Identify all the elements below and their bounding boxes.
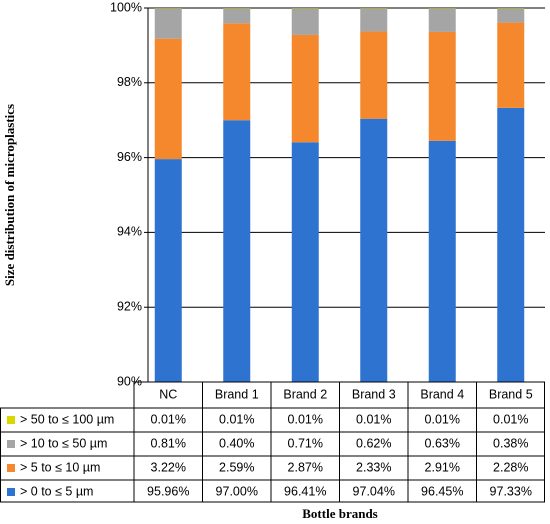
bar-segment (497, 107, 525, 382)
legend-key (7, 440, 15, 448)
legend-label: > 5 to ≤ 10 µm (20, 460, 100, 474)
bar-segment (428, 140, 456, 382)
y-axis-title: Size distribution of microplastics (2, 104, 17, 286)
bar-segment (428, 8, 456, 32)
bar-segment (291, 142, 319, 382)
y-tick-label: 90% (117, 374, 142, 388)
table-cell: 0.01% (219, 412, 254, 426)
table-cell: 0.01% (493, 412, 528, 426)
bar-segment (154, 38, 182, 160)
bar-segment (360, 118, 388, 382)
table-cell: 97.04% (353, 484, 395, 498)
x-tick-label: NC (159, 387, 177, 401)
table-cell: 0.01% (356, 412, 391, 426)
x-tick-label: Brand 5 (489, 387, 533, 401)
legend-key (7, 488, 15, 496)
table-cell: 2.28% (493, 460, 528, 474)
bar-segment (497, 22, 525, 108)
table-cell: 95.96% (147, 484, 189, 498)
table-cell: 0.81% (151, 436, 186, 450)
bar-segment (497, 8, 525, 23)
bar-segment (223, 8, 251, 24)
bar-segment (360, 8, 388, 32)
legend-label: > 0 to ≤ 5 µm (20, 484, 93, 498)
bar-segment (154, 8, 182, 39)
table-cell: 0.01% (151, 412, 186, 426)
x-tick-label: Brand 1 (215, 387, 259, 401)
legend-key (7, 464, 15, 472)
y-tick-label: 96% (117, 150, 142, 164)
table-cell: 0.40% (219, 436, 254, 450)
bar-segment (223, 23, 251, 121)
table-cell: 0.71% (288, 436, 323, 450)
bar-segment (428, 31, 456, 141)
y-tick-label: 94% (117, 225, 142, 239)
y-tick-label: 92% (117, 299, 142, 313)
legend-key (7, 416, 15, 424)
table-cell: 2.59% (219, 460, 254, 474)
bar-segment (154, 159, 182, 382)
bar-segment (291, 8, 319, 35)
table-cell: 0.01% (288, 412, 323, 426)
legend-label: > 50 to ≤ 100 µm (20, 412, 114, 426)
table-cell: 96.45% (421, 484, 463, 498)
bar-segment (223, 120, 251, 382)
table-cell: 97.00% (216, 484, 258, 498)
x-tick-label: Brand 4 (420, 387, 464, 401)
table-cell: 0.62% (356, 436, 391, 450)
y-tick-label: 100% (110, 0, 142, 14)
bar-segment (291, 34, 319, 143)
x-tick-label: Brand 2 (283, 387, 327, 401)
table-cell: 2.91% (425, 460, 460, 474)
table-cell: 2.87% (288, 460, 323, 474)
x-tick-label: Brand 3 (352, 387, 396, 401)
table-cell: 2.33% (356, 460, 391, 474)
table-cell: 0.01% (425, 412, 460, 426)
table-cell: 96.41% (284, 484, 326, 498)
table-cell: 97.33% (490, 484, 532, 498)
legend-label: > 10 to ≤ 50 µm (20, 436, 107, 450)
y-tick-label: 98% (117, 75, 142, 89)
table-cell: 3.22% (151, 460, 186, 474)
table-cell: 0.38% (493, 436, 528, 450)
table-cell: 0.63% (425, 436, 460, 450)
x-axis-title: Bottle brands (302, 506, 377, 521)
bar-segment (360, 31, 388, 119)
